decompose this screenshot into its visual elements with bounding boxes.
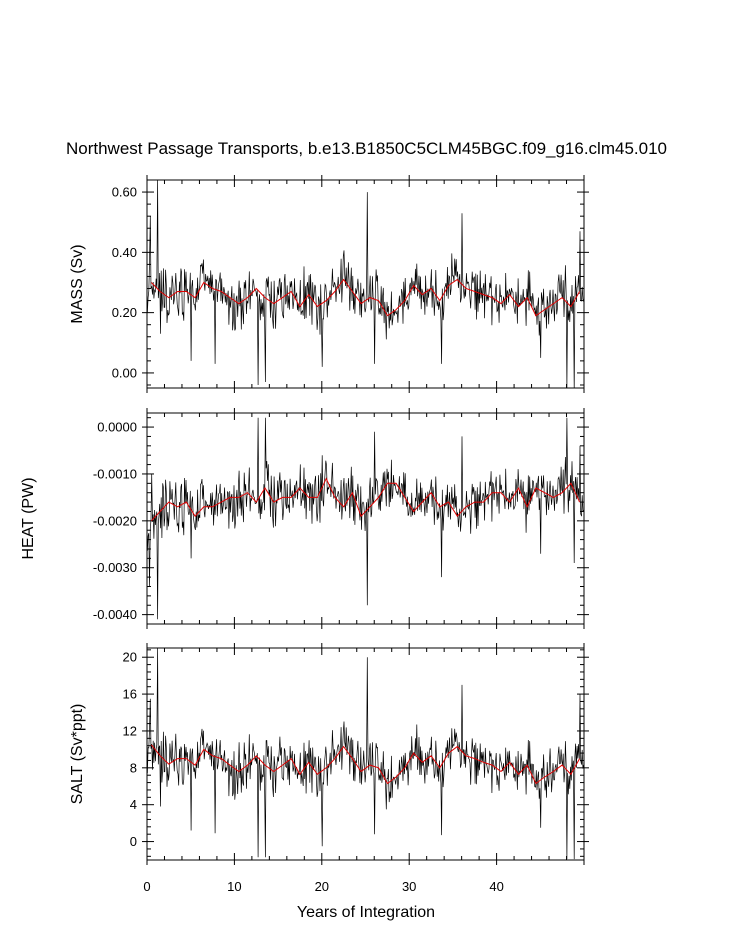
x-tick-label: 10 <box>227 879 241 894</box>
x-tick-label: 20 <box>315 879 329 894</box>
y-tick-label: 20 <box>123 650 137 665</box>
y-axis-title: MASS (Sv) <box>69 244 86 323</box>
figure-title: Northwest Passage Transports, b.e13.B185… <box>65 139 667 158</box>
panel-mass: 0.00 0.20 0.40 0.60 MASS (Sv) <box>69 175 589 393</box>
series-annual-line <box>151 744 581 785</box>
panel-salt: 0 4 8 12 16 20 SALT (Sv*ppt) <box>69 643 589 865</box>
series-monthly-line <box>147 648 584 860</box>
x-axis-title: Years of Integration <box>297 904 435 921</box>
y-tick-label: 8 <box>130 760 137 775</box>
y-tick-label: 0.00 <box>112 365 137 380</box>
y-axis-title: SALT (Sv*ppt) <box>69 704 86 805</box>
series-monthly-line <box>147 180 584 388</box>
y-tick-label: 0 <box>130 834 137 849</box>
y-tick-label: 0.60 <box>112 185 137 200</box>
series-monthly-line <box>147 417 584 620</box>
x-tick-label: 30 <box>402 879 416 894</box>
panel-heat-frame <box>146 412 585 625</box>
panel-heat: -0.0040 -0.0030 -0.0020 -0.0010 0.0000 HEAT (… <box>20 408 589 629</box>
y-tick-label: 0.40 <box>112 245 137 260</box>
y-tick-label: 0.20 <box>112 305 137 320</box>
y-tick-label: 4 <box>130 797 137 812</box>
series-annual-line <box>151 278 581 317</box>
y-tick-label: -0.0030 <box>93 560 137 575</box>
y-axis-title: HEAT (PW) <box>20 477 37 559</box>
y-tick-label: -0.0010 <box>93 466 137 481</box>
x-tick-label: 40 <box>489 879 503 894</box>
panel-salt-frame <box>146 647 585 861</box>
x-tick-label: 0 <box>143 879 150 894</box>
y-tick-label: -0.0040 <box>93 607 137 622</box>
y-tick-label: 0.0000 <box>97 420 137 435</box>
y-tick-label: -0.0020 <box>93 513 137 528</box>
panel-mass-frame <box>146 179 585 389</box>
series-annual-line <box>151 477 581 522</box>
y-tick-label: 12 <box>123 723 137 738</box>
y-tick-label: 16 <box>123 687 137 702</box>
